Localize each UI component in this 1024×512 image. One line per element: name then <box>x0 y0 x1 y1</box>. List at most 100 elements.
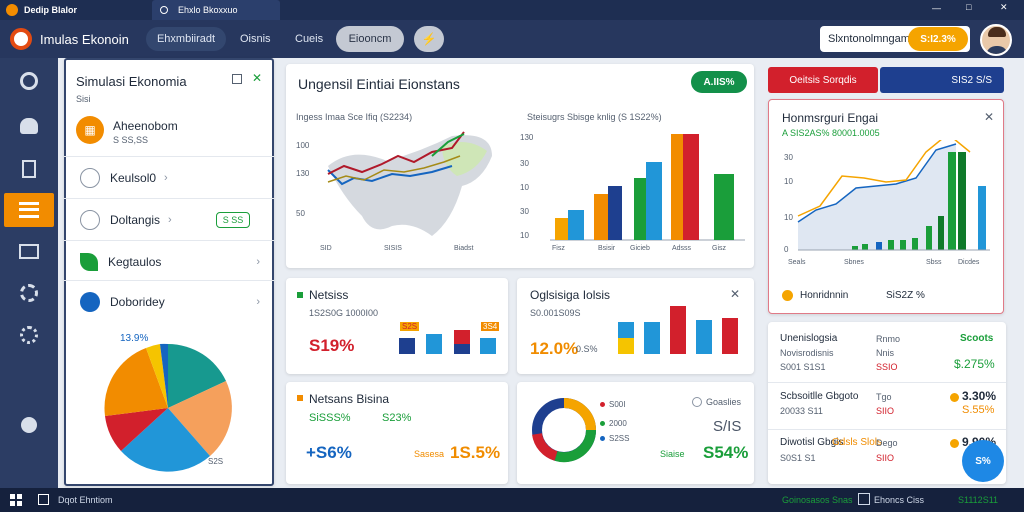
minimize-button[interactable]: — <box>932 3 941 13</box>
sidebar-item-gallery[interactable] <box>4 234 54 268</box>
taskbar: Dqot Ehntiom Goinosasos Snas Ehoncs Ciss… <box>0 488 1024 512</box>
bar <box>978 186 986 250</box>
bar <box>618 338 634 354</box>
trend-chart: 30 10 10 0 Seals Sbnes Sbss Dicdes <box>784 140 990 266</box>
card-c-tag: Sasesa <box>414 449 445 459</box>
series-line-blue <box>327 165 453 186</box>
avatar[interactable] <box>980 24 1012 56</box>
list-item-badge: S SS <box>215 211 251 228</box>
trend-close-icon[interactable]: ✕ <box>984 110 995 124</box>
pie-label: 13.9% <box>120 333 149 344</box>
row-mid: Dego <box>876 438 898 448</box>
row-sub2: S0S1 S1 <box>780 453 816 463</box>
card-d-amount: S/IS <box>713 418 742 435</box>
card-a-bars <box>399 330 496 354</box>
tab-dashboard[interactable]: Ehxmbiiradt <box>146 27 226 51</box>
trend-sub: A SIS2AS% 80001.0005 <box>782 128 880 138</box>
row-sub: 20033 S11 <box>780 406 823 416</box>
maximize-button[interactable]: □ <box>966 2 972 12</box>
sidebar-item-compass[interactable] <box>4 64 54 98</box>
save-icon[interactable] <box>232 74 242 84</box>
tab-charts[interactable]: Cueis <box>295 33 324 45</box>
row-right: 3.30% <box>962 389 997 403</box>
row-sub: Gdsls Slols <box>832 437 883 448</box>
bar <box>948 152 956 250</box>
y-tick: 30 <box>520 159 529 168</box>
radio-icon[interactable] <box>692 397 702 407</box>
list-item[interactable]: Keulsol0 › <box>64 156 274 198</box>
map-region <box>442 142 487 176</box>
pie-slice <box>168 381 232 456</box>
bar <box>670 306 686 354</box>
list-row[interactable]: Unenislogsia Novisrodisnis S001 S1S1 Rnm… <box>768 328 1006 380</box>
series-line-green <box>431 133 465 157</box>
tab-value[interactable]: SIS2 S/S <box>880 67 1004 93</box>
bar <box>555 218 568 240</box>
tab-analysis[interactable]: Oisnis <box>240 33 271 45</box>
bar <box>671 134 683 240</box>
tab-orders[interactable]: Oeitsis Sorqdis <box>768 67 878 93</box>
bar <box>426 334 442 354</box>
bar <box>568 210 584 240</box>
tray-clock: S1112S11 <box>958 495 999 505</box>
sidebar-item-documents[interactable] <box>4 152 54 186</box>
pie-slice <box>104 348 168 416</box>
list-item-label: Kegtaulos <box>108 254 162 269</box>
close-icon[interactable]: ✕ <box>252 71 263 85</box>
sidebar-item-config[interactable] <box>4 318 54 352</box>
sidebar-item-settings[interactable] <box>4 276 54 310</box>
card-b-value: 12.0% <box>530 339 579 358</box>
series-line-red <box>327 131 465 175</box>
legend-label: S2SS <box>609 434 630 443</box>
pie-slice <box>160 343 168 408</box>
row-mid3: SSIO <box>876 362 898 372</box>
list-icon <box>19 202 39 218</box>
floating-action-button[interactable]: S% <box>962 440 1004 482</box>
list-item-label: Keulsol0 <box>110 170 157 185</box>
bar <box>594 194 608 240</box>
y-tick: 130 <box>520 133 534 142</box>
sidebar-item-up[interactable] <box>4 408 54 442</box>
card-marker <box>297 292 303 298</box>
bar-subtitle: Steisugrs Sbisge knlig (S 1S22%) <box>527 112 662 122</box>
search-badge: S:I2.3% <box>908 27 968 51</box>
sidebar <box>0 58 58 488</box>
chevron-right-icon: › <box>256 295 260 308</box>
list-row[interactable]: Scbsoitlle Gbgoto 20033 S11 Tgo SIIO 3.3… <box>768 382 1006 428</box>
windows-icon[interactable] <box>10 494 22 506</box>
app-logo-icon <box>6 4 18 16</box>
row-dot <box>950 393 959 402</box>
list-item[interactable]: Kegtaulos › <box>64 240 274 282</box>
sidebar-item-notifications[interactable] <box>4 109 54 143</box>
window-tab[interactable]: Ehxlo Bkoxxuo <box>152 0 280 20</box>
compass-icon <box>20 72 38 90</box>
list-item[interactable]: Doboridey › <box>64 280 274 322</box>
close-window-button[interactable]: ✕ <box>1000 2 1008 12</box>
tray-label: Goinosasos Snas <box>782 495 853 505</box>
row-mid2: SIIO <box>876 406 895 416</box>
x-tick: SID <box>320 245 332 252</box>
taskbar-search-icon[interactable] <box>38 494 49 505</box>
tab-economy[interactable]: Eiooncm <box>336 26 404 52</box>
card-oglsisiga <box>517 278 754 374</box>
trend-footer-value: SiS2Z % <box>886 290 925 301</box>
tools-button[interactable]: ⚡ <box>414 26 444 52</box>
y-tick: 10 <box>784 213 793 222</box>
trend-footer-label: Honridnnin <box>800 290 849 301</box>
sidebar-item-reports[interactable] <box>4 193 54 227</box>
tray-icon[interactable] <box>858 493 870 505</box>
settings-icon <box>20 326 38 344</box>
window-title: Dedip Blalor <box>24 5 78 15</box>
x-tick: Sbss <box>926 259 942 266</box>
footer-icon <box>782 290 793 301</box>
edit-icon <box>80 209 100 230</box>
card-b-close-icon[interactable]: ✕ <box>730 287 741 301</box>
bar <box>958 152 966 250</box>
x-tick: Biadst <box>454 245 474 252</box>
tag-icon <box>80 167 100 188</box>
list-item[interactable]: Doltangis › S SS <box>64 198 274 240</box>
bar <box>646 162 662 240</box>
bar <box>862 244 868 250</box>
row-mid: Tgo <box>876 392 892 402</box>
taskbar-app-label[interactable]: Dqot Ehntiom <box>58 495 113 505</box>
